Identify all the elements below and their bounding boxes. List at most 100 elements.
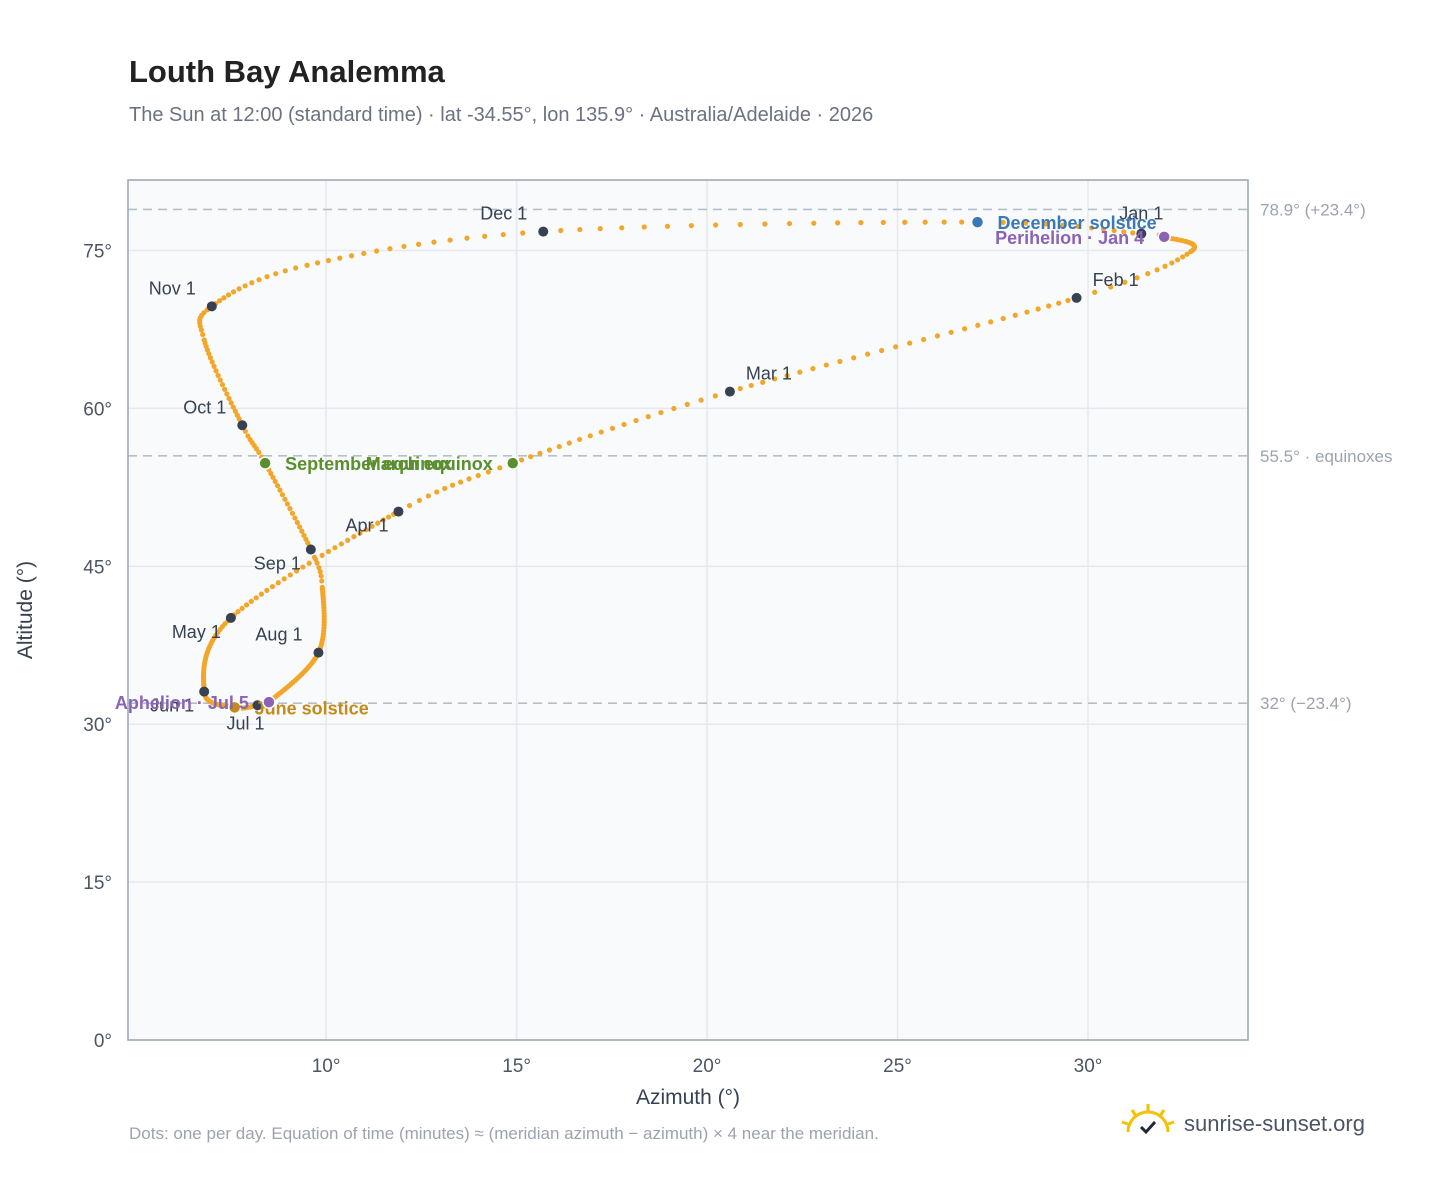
- reference-lines: 78.9° (+23.4°) 55.5° · equinoxes 32° (−23.…: [128, 200, 1393, 713]
- daily-sun-dot: [301, 532, 307, 538]
- daily-sun-dot: [235, 609, 241, 615]
- daily-sun-dot: [369, 523, 375, 529]
- daily-sun-dot: [294, 519, 300, 526]
- daily-sun-dot: [1046, 303, 1052, 309]
- daily-sun-dot: [1130, 230, 1136, 236]
- y-tick-label: 0°: [94, 1031, 112, 1052]
- daily-sun-dot: [962, 326, 968, 332]
- daily-sun-dot: [810, 366, 816, 372]
- daily-sun-dot: [319, 552, 325, 558]
- daily-sun-dot: [287, 572, 293, 578]
- month-marker-label: Nov 1: [149, 278, 196, 298]
- daily-sun-dot: [835, 220, 841, 226]
- month-marker-label: Jul 1: [227, 713, 265, 733]
- daily-sun-dot: [500, 231, 506, 238]
- month-marker-label: Oct 1: [183, 397, 226, 417]
- daily-sun-dot: [633, 417, 639, 424]
- daily-sun-dot: [907, 340, 913, 346]
- daily-sun-dot: [406, 502, 413, 509]
- daily-sun-dot: [587, 433, 593, 439]
- y-tick-label: 75°: [83, 242, 112, 263]
- daily-sun-dot: [893, 344, 899, 350]
- daily-sun-dot: [941, 219, 947, 225]
- daily-sun-dot: [988, 319, 994, 325]
- event-marker: [970, 215, 985, 229]
- daily-sun-dot: [225, 292, 232, 298]
- daily-sun-dot: [558, 227, 564, 234]
- x-tick-label: 30°: [1074, 1056, 1103, 1077]
- daily-sun-dot: [851, 355, 857, 361]
- daily-sun-dot: [300, 564, 306, 570]
- daily-sun-dot: [1075, 223, 1081, 230]
- daily-sun-dot: [425, 493, 431, 499]
- daily-sun-dot: [236, 286, 242, 292]
- event-label: Perihelion · Jan 4: [995, 228, 1144, 248]
- daily-sun-dot: [760, 379, 766, 385]
- daily-sun-dot: [598, 429, 604, 435]
- month-marker: [206, 301, 217, 312]
- daily-sun-dot: [211, 363, 217, 369]
- daily-sun-dot: [253, 595, 259, 601]
- daily-sun-dot: [277, 487, 283, 493]
- daily-sun-dot: [464, 235, 470, 241]
- month-marker: [237, 420, 248, 431]
- daily-sun-dot: [363, 527, 369, 533]
- daily-sun-dot: [1121, 229, 1127, 235]
- daily-sun-dot: [1089, 225, 1095, 231]
- daily-sun-dot: [577, 436, 583, 443]
- daily-sun-dot: [619, 225, 625, 231]
- daily-sun-dot: [597, 226, 603, 232]
- daily-sun-dot: [1122, 279, 1128, 285]
- daily-sun-dot: [306, 560, 312, 566]
- brand-text: sunrise-sunset.org: [1184, 1111, 1365, 1136]
- event-label: March equinox: [366, 454, 493, 474]
- daily-sun-dot: [902, 219, 908, 225]
- daily-sun-dot: [475, 472, 481, 479]
- month-marker-label: Apr 1: [345, 516, 388, 536]
- month-marker: [1136, 228, 1147, 239]
- daily-sun-dot: [325, 548, 332, 555]
- daily-sun-dot: [1092, 289, 1098, 295]
- reference-line-label: 32° (−23.4°): [1260, 694, 1352, 713]
- event-marker: [227, 700, 242, 715]
- month-marker-label: May 1: [172, 622, 221, 642]
- daily-sun-dot: [318, 573, 324, 579]
- daily-sun-dot: [273, 271, 279, 277]
- brand[interactable]: sunrise-sunset.org: [1120, 1102, 1365, 1146]
- daily-sun-dot: [319, 578, 325, 584]
- event-label: Aphelion · Jul 5: [115, 693, 249, 713]
- daily-sun-dot: [230, 289, 237, 295]
- daily-sun-dot: [865, 351, 871, 357]
- daily-sun-dot: [609, 425, 616, 431]
- month-marker: [393, 506, 404, 517]
- daily-sun-dot: [922, 219, 928, 225]
- daily-sun-dot: [216, 298, 223, 304]
- daily-sun-dot: [1012, 312, 1018, 318]
- month-marker-label: Jan 1: [1119, 204, 1163, 224]
- daily-sun-dot: [245, 433, 251, 439]
- daily-sun-dot: [1154, 267, 1160, 273]
- daily-sun-dot: [1134, 275, 1140, 281]
- y-axis-label: Altitude (°): [14, 561, 37, 659]
- daily-sun-dot: [447, 237, 453, 243]
- daily-sun-dot: [224, 391, 230, 397]
- daily-sun-dot: [337, 255, 343, 261]
- daily-sun-dot: [688, 223, 694, 229]
- daily-sun-dot: [242, 283, 248, 289]
- daily-sun-dot: [243, 602, 250, 608]
- daily-sun-dot: [303, 536, 309, 542]
- daily-sun-dot: [258, 591, 265, 597]
- daily-sun-dot: [520, 230, 526, 236]
- daily-sun-dot: [270, 474, 276, 480]
- month-marker: [225, 612, 236, 623]
- daily-sun-dot: [317, 569, 323, 575]
- daily-sun-dot: [274, 483, 281, 489]
- y-tick-label: 30°: [83, 715, 112, 736]
- daily-sun-dot: [1162, 263, 1168, 269]
- daily-sun-dot: [373, 248, 380, 254]
- daily-sun-dot: [232, 408, 238, 414]
- daily-sun-dot: [528, 454, 534, 460]
- daily-sun-dot: [348, 253, 355, 259]
